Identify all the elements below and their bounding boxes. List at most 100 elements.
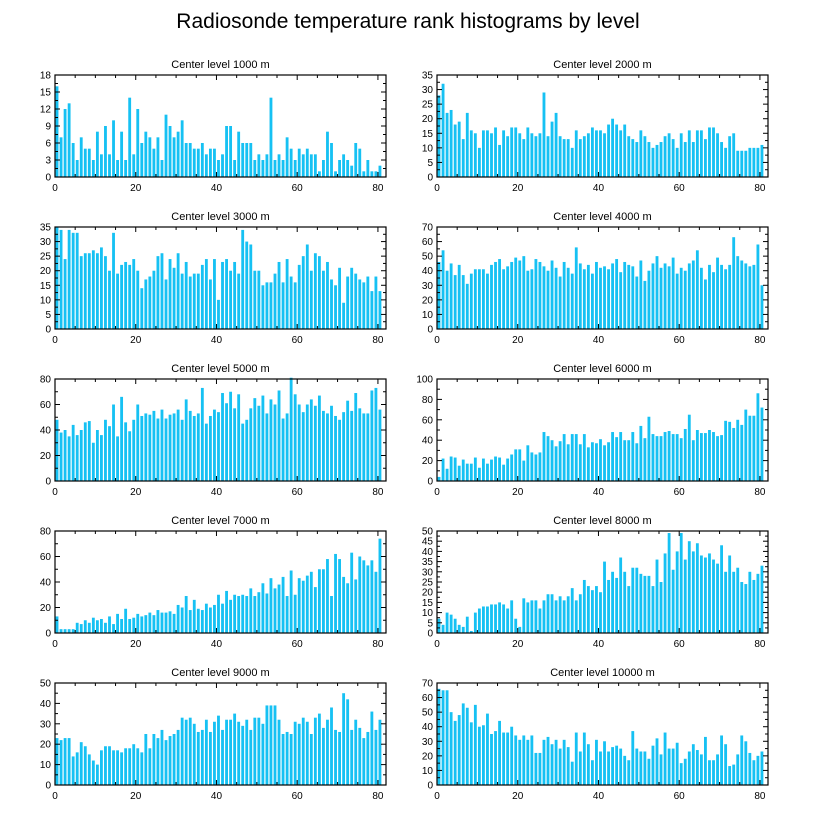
y-tick-label: 0 — [45, 477, 51, 488]
y-tick-label: 0 — [427, 629, 433, 640]
histogram-bar — [273, 273, 277, 329]
histogram-bar — [457, 624, 461, 633]
panel-title: Center level 9000 m — [171, 667, 269, 679]
x-tick-label: 60 — [292, 639, 304, 650]
histogram-bar — [639, 573, 643, 633]
histogram-bar — [449, 712, 453, 785]
histogram-bar — [720, 435, 723, 481]
histogram-bar — [687, 263, 691, 329]
histogram-bar — [334, 729, 337, 785]
histogram-bar — [582, 732, 586, 785]
histogram-bar — [627, 586, 631, 633]
histogram-bar — [261, 395, 265, 481]
histogram-bar — [75, 752, 79, 785]
histogram-bar — [695, 750, 699, 785]
histogram-bar — [350, 410, 354, 482]
histogram-bar — [736, 150, 740, 177]
histogram-bar — [87, 253, 91, 329]
histogram-bar — [631, 567, 635, 633]
histogram-bar — [570, 273, 574, 329]
histogram-bar — [358, 279, 362, 329]
histogram-bar — [59, 229, 63, 329]
histogram-bar — [168, 414, 172, 481]
histogram-bar — [91, 442, 95, 481]
histogram-bar — [172, 613, 176, 634]
y-tick-label: 5 — [427, 618, 433, 629]
histogram-bar — [728, 264, 732, 329]
histogram-bar — [180, 419, 184, 481]
histogram-bar — [558, 596, 562, 633]
histogram-bar — [679, 533, 683, 633]
histogram-bar — [285, 413, 289, 481]
histogram-bar — [740, 150, 744, 177]
y-tick-label: 50 — [422, 252, 434, 263]
histogram-bar — [607, 442, 610, 481]
histogram-bar — [526, 445, 530, 481]
histogram-bar — [249, 408, 253, 481]
histogram-bar — [172, 734, 176, 785]
histogram-bar — [611, 571, 615, 633]
histogram-bar — [213, 721, 216, 785]
histogram-bar — [675, 551, 679, 633]
histogram-bar — [639, 260, 643, 329]
panel-title: Center level 4000 m — [553, 211, 651, 223]
y-tick-label: 15 — [40, 281, 52, 292]
y-tick-label: 9 — [45, 122, 51, 133]
histogram-bar — [578, 139, 582, 177]
histogram-panel: Center level 8000 m0 20 40 60 80051015202530… — [422, 515, 769, 650]
histogram-bar — [132, 744, 136, 785]
histogram-bar — [562, 600, 566, 633]
histogram-bar — [720, 545, 723, 633]
y-tick-label: 20 — [40, 451, 52, 462]
histogram-bar — [538, 133, 542, 177]
y-tick-label: 60 — [422, 693, 434, 704]
histogram-bar — [756, 244, 760, 329]
histogram-bar — [720, 142, 723, 177]
histogram-bar — [358, 556, 362, 633]
histogram-bar — [599, 130, 602, 177]
histogram-bar — [643, 575, 647, 633]
histogram-bar — [667, 431, 671, 481]
histogram-bar — [716, 133, 719, 177]
histogram-bar — [611, 747, 615, 785]
histogram-bar — [578, 594, 582, 633]
histogram-bar — [607, 124, 610, 177]
y-tick-label: 30 — [40, 719, 52, 730]
histogram-bar — [615, 577, 619, 633]
histogram-bar — [225, 719, 228, 785]
y-tick-label: 60 — [40, 552, 52, 563]
histogram-bar — [257, 270, 261, 329]
histogram-bar — [619, 272, 623, 329]
y-tick-label: 20 — [40, 266, 52, 277]
histogram-bar — [687, 541, 691, 633]
histogram-bar — [156, 137, 160, 177]
x-tick-label: 20 — [512, 487, 524, 498]
histogram-bar — [176, 131, 180, 177]
histogram-bar — [457, 121, 461, 177]
histogram-bar — [566, 267, 570, 329]
histogram-bar — [196, 273, 200, 329]
x-tick-label: 80 — [372, 335, 384, 346]
histogram-bar — [148, 612, 152, 633]
histogram-bar — [317, 713, 321, 785]
histogram-bar — [164, 612, 168, 633]
histogram-bar — [623, 571, 627, 633]
histogram-bar — [691, 142, 695, 177]
histogram-bar — [599, 439, 602, 481]
histogram-bar — [245, 143, 249, 177]
y-tick-label: 35 — [422, 557, 434, 568]
histogram-bar — [374, 171, 378, 177]
histogram-bar — [156, 418, 160, 481]
histogram-bar — [716, 436, 719, 481]
histogram-bar — [326, 261, 329, 329]
histogram-bar — [289, 148, 293, 177]
histogram-bar — [277, 261, 281, 329]
y-tick-label: 30 — [422, 737, 434, 748]
histogram-bar — [200, 143, 204, 177]
histogram-bar — [164, 740, 168, 785]
histogram-bar — [313, 405, 317, 481]
histogram-bar — [204, 719, 208, 785]
histogram-bar — [530, 269, 534, 329]
histogram-bar — [100, 750, 103, 785]
histogram-bar — [120, 752, 124, 785]
